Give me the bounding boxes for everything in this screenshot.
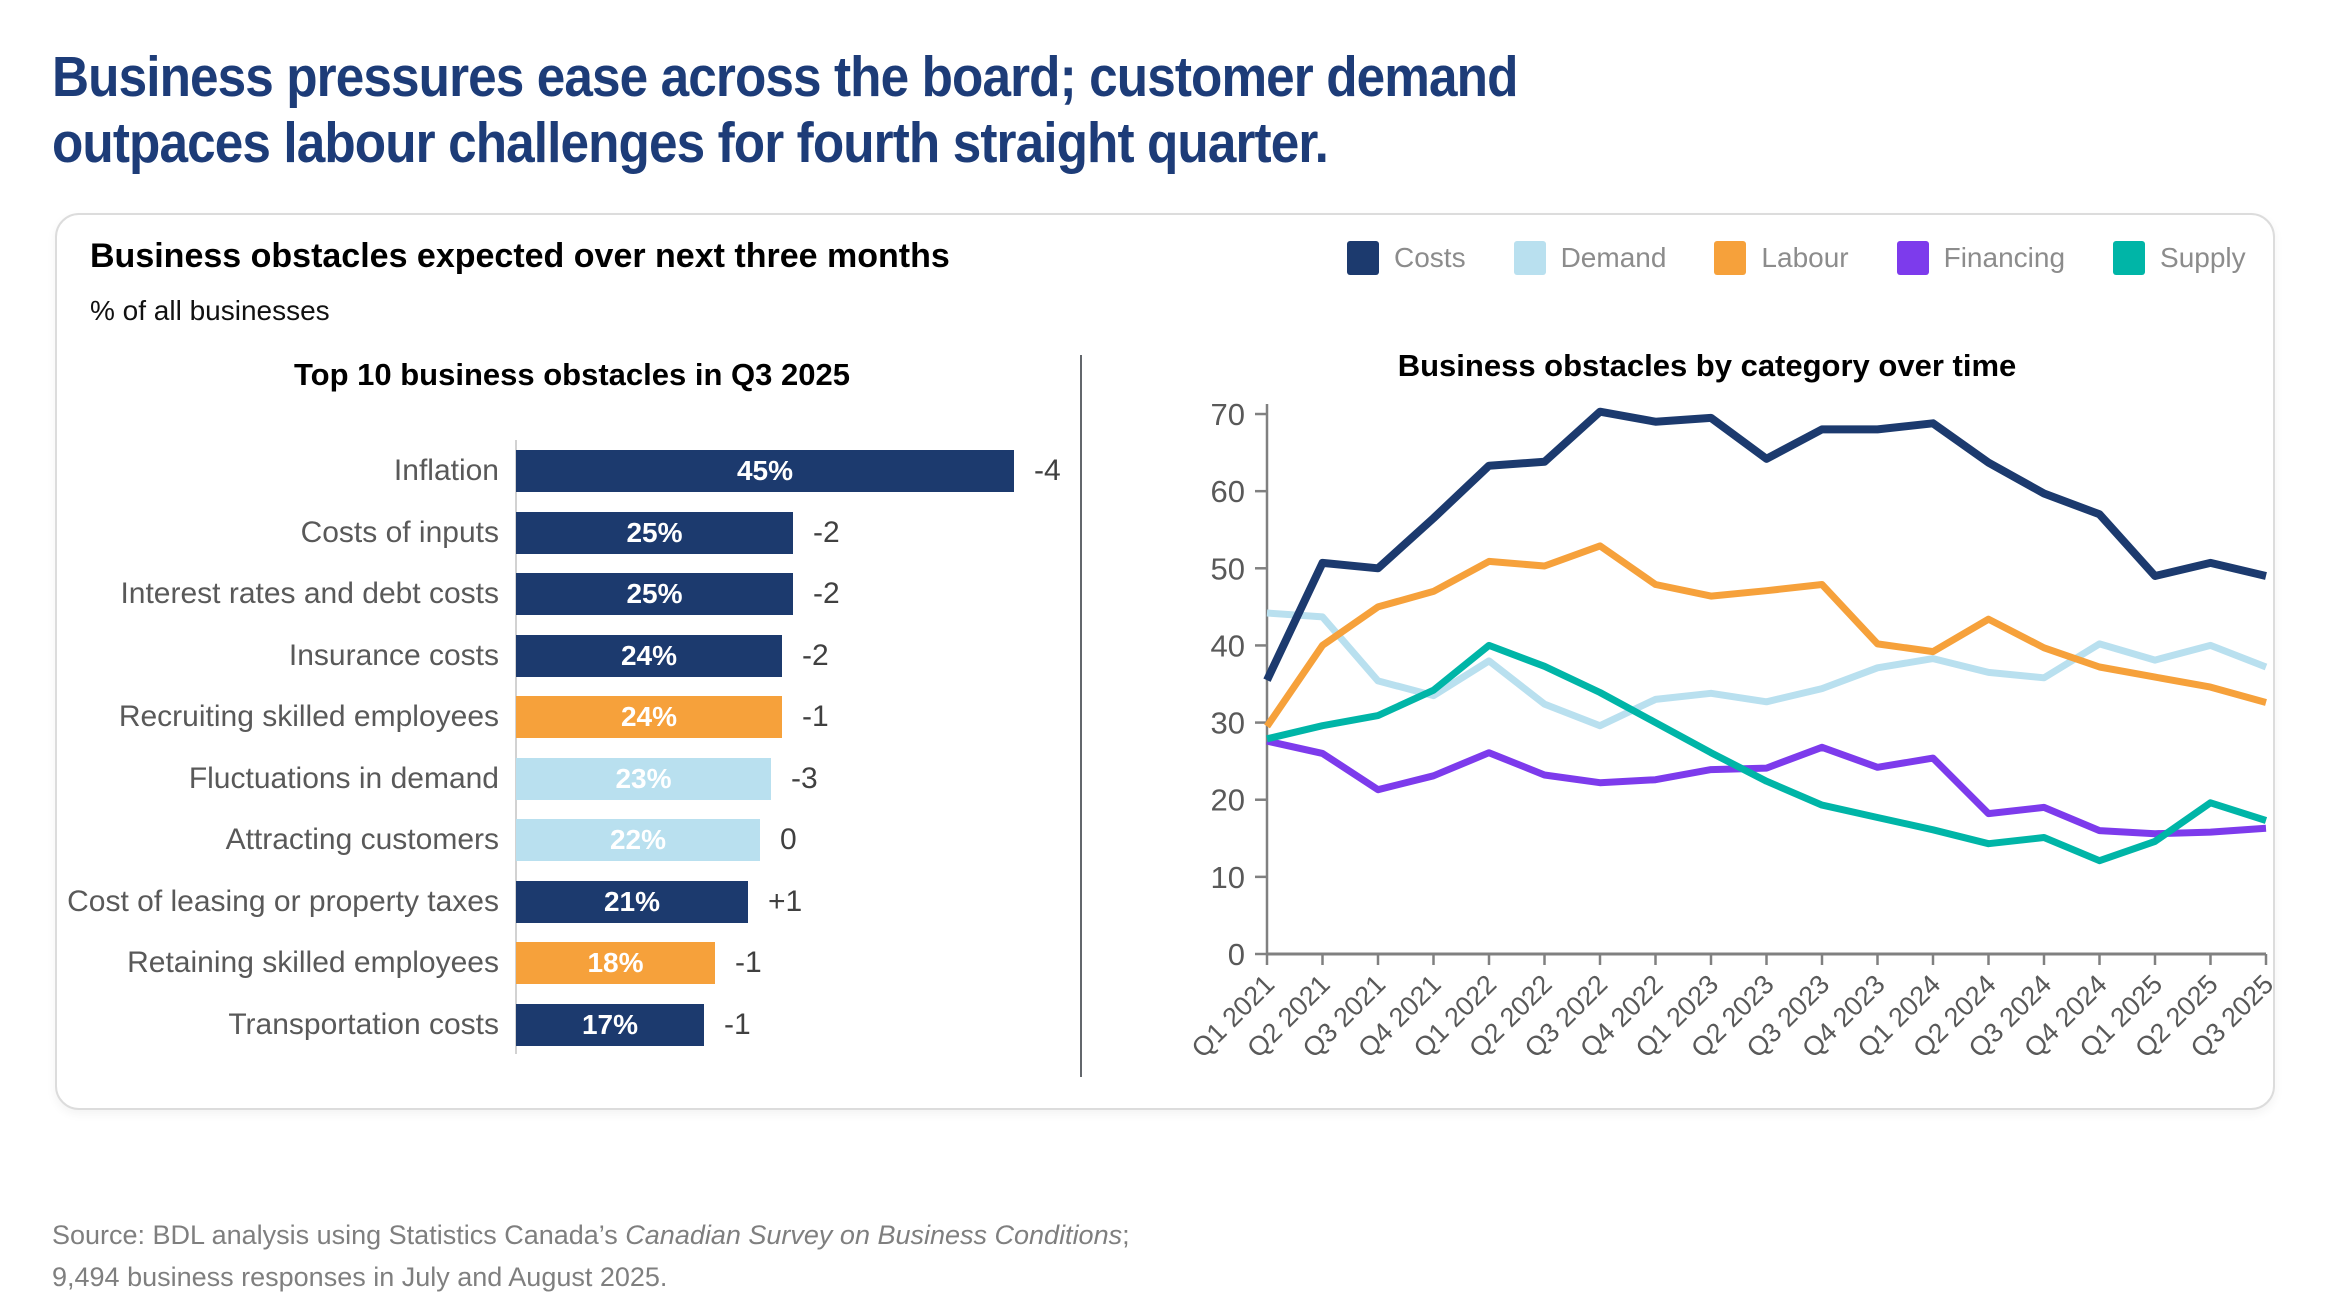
bar-label: Cost of leasing or property taxes xyxy=(67,884,499,918)
line-series-costs xyxy=(1263,407,2267,682)
line-series-demand xyxy=(1266,609,2268,730)
source-note: Source: BDL analysis using Statistics Ca… xyxy=(52,1215,1130,1299)
bar-row: Transportation costs 17% -1 xyxy=(57,1003,1077,1046)
bar-row: Attracting customers 22% 0 xyxy=(57,819,1077,861)
bar-change-label: 0 xyxy=(780,823,797,856)
bar-demand: 22% xyxy=(516,819,760,861)
line-series-supply xyxy=(1266,641,2268,865)
legend-label: Supply xyxy=(2160,242,2246,273)
bar-costs: 17% xyxy=(516,1003,704,1046)
bar-change-label: -2 xyxy=(813,577,840,610)
bar-row: Interest rates and debt costs 25% -2 xyxy=(57,573,1077,615)
page-title-line2: outpaces labour challenges for fourth st… xyxy=(52,111,1329,176)
demand-swatch-icon xyxy=(1513,241,1546,275)
bar-row: Inflation 45% -4 xyxy=(57,450,1077,492)
y-tick-label: 50 xyxy=(1211,551,1245,586)
y-tick-label: 0 xyxy=(1228,937,1245,972)
bar-change-label: -4 xyxy=(1034,454,1061,487)
bar-label: Fluctuations in demand xyxy=(188,761,499,795)
y-tick-label: 40 xyxy=(1211,628,1245,663)
financing-swatch-icon xyxy=(1896,241,1929,275)
costs-swatch-icon xyxy=(1347,241,1379,275)
bar-value-label: 22% xyxy=(609,824,667,855)
bar-row: Insurance costs 24% -2 xyxy=(57,634,1077,677)
supply-swatch-icon xyxy=(2113,241,2146,275)
bar-change-label: -1 xyxy=(724,1007,751,1041)
card-subtitle: % of all businesses xyxy=(90,295,330,326)
bar-row: Fluctuations in demand 23% -3 xyxy=(57,757,1077,800)
bar-label: Recruiting skilled employees xyxy=(118,700,499,733)
bar-change-label: -2 xyxy=(802,638,829,672)
labour-swatch-icon xyxy=(1714,241,1747,275)
y-tick-label: 30 xyxy=(1211,706,1245,741)
chart-card: Business obstacles expected over next th… xyxy=(55,213,2279,1110)
bar-value-label: 24% xyxy=(620,639,678,671)
source-line2: 9,494 business responses in July and Aug… xyxy=(52,1261,668,1292)
line-series-financing xyxy=(1266,737,2267,838)
bar-label: Attracting customers xyxy=(225,823,499,856)
bar-value-label: 18% xyxy=(587,947,644,978)
source-prefix: Source: BDL analysis using Statistics Ca… xyxy=(52,1220,626,1250)
bar-label: Inflation xyxy=(393,454,499,487)
bar-chart-title: Top 10 business obstacles in Q3 2025 xyxy=(294,357,850,392)
card-title: Business obstacles expected over next th… xyxy=(90,237,950,275)
bar-label: Transportation costs xyxy=(228,1007,499,1041)
page-title-line1: Business pressures ease across the board… xyxy=(52,45,1518,110)
bar-label: Retaining skilled employees xyxy=(127,946,499,979)
bar-label: Costs of inputs xyxy=(300,515,499,549)
bar-value-label: 23% xyxy=(615,762,672,794)
bar-value-label: 17% xyxy=(581,1008,639,1040)
legend-item-demand: Demand xyxy=(1513,241,1667,275)
bar-label: Insurance costs xyxy=(288,638,499,672)
bar-change-label: -1 xyxy=(802,700,829,733)
bar-row: Recruiting skilled employees 24% -1 xyxy=(57,696,1077,738)
panel-divider xyxy=(1080,355,1082,1077)
legend-label: Financing xyxy=(1943,242,2066,273)
bar-costs: 21% xyxy=(516,880,748,923)
bar-value-label: 24% xyxy=(620,701,678,732)
legend: Costs Demand Labour Financing Supply xyxy=(1347,241,2246,275)
source-suffix: ; xyxy=(1122,1220,1130,1250)
bar-value-label: 25% xyxy=(626,578,683,609)
bar-labour: 24% xyxy=(516,696,782,738)
bar-row: Costs of inputs 25% -2 xyxy=(57,511,1077,554)
bar-costs: 25% xyxy=(516,511,793,554)
bar-value-label: 45% xyxy=(736,455,794,486)
bar-demand: 23% xyxy=(516,757,771,800)
page-title: Business pressures ease across the board… xyxy=(52,44,1888,176)
bar-costs: 25% xyxy=(516,573,793,615)
legend-item-financing: Financing xyxy=(1896,241,2066,275)
bar-labour: 18% xyxy=(516,942,715,984)
y-tick-label: 10 xyxy=(1211,860,1245,895)
legend-item-costs: Costs xyxy=(1347,241,1466,275)
bar-costs: 45% xyxy=(516,450,1014,492)
bar-change-label: -3 xyxy=(791,761,818,795)
bar-change-label: +1 xyxy=(768,884,803,918)
bar-chart-baseline xyxy=(515,440,517,1054)
bar-row: Retaining skilled employees 18% -1 xyxy=(57,942,1077,984)
y-tick-label: 60 xyxy=(1211,474,1245,509)
y-tick-label: 70 xyxy=(1211,397,1245,432)
bar-row: Cost of leasing or property taxes 21% +1 xyxy=(57,880,1077,923)
y-tick-label: 20 xyxy=(1211,783,1245,818)
legend-item-labour: Labour xyxy=(1714,241,1849,275)
legend-item-supply: Supply xyxy=(2113,241,2246,275)
bar-costs: 24% xyxy=(516,634,782,677)
bar-value-label: 25% xyxy=(626,516,683,548)
legend-label: Costs xyxy=(1394,242,1466,273)
bar-change-label: -2 xyxy=(813,515,840,549)
legend-label: Labour xyxy=(1761,242,1849,273)
line-series-labour xyxy=(1264,542,2267,729)
bar-value-label: 21% xyxy=(603,885,661,917)
bar-change-label: -1 xyxy=(735,946,762,979)
source-publication: Canadian Survey on Business Conditions xyxy=(625,1220,1123,1250)
line-chart-title: Business obstacles by category over time xyxy=(1397,348,2017,383)
legend-label: Demand xyxy=(1560,242,1667,273)
bar-label: Interest rates and debt costs xyxy=(120,577,499,610)
